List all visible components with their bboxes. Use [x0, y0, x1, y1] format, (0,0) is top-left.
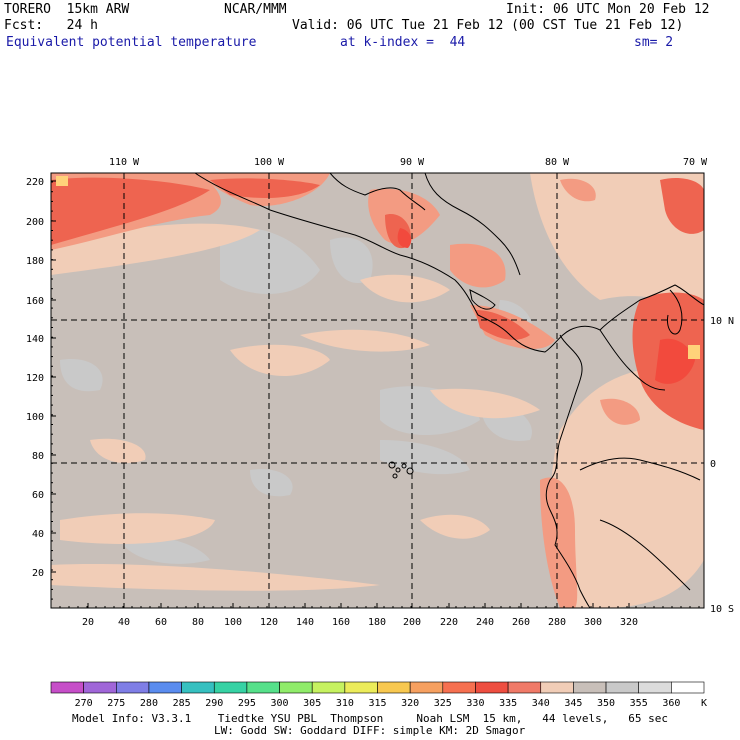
colorbar-swatch [377, 681, 411, 694]
field-name: Equivalent potential temperature [6, 35, 257, 50]
longitude-label: 70 W [683, 157, 708, 168]
valid-time: Valid: 06 UTC Tue 21 Feb 12 (00 CST Tue … [292, 18, 684, 33]
x-tick-label: 280 [548, 617, 566, 628]
hot-patches-dark [397, 228, 695, 384]
colorbar-swatch [116, 681, 150, 694]
colorbar-label: 345 [564, 698, 582, 709]
colorbar-swatch [344, 681, 378, 694]
colorbar-label: 275 [107, 698, 125, 709]
x-tick-label: 100 [224, 617, 242, 628]
x-tick-label: 60 [155, 617, 167, 628]
colorbar-label: 335 [499, 698, 517, 709]
longitude-label: 80 W [545, 157, 570, 168]
level-info: at k-index = 44 [340, 35, 466, 50]
x-tick-label: 320 [620, 617, 638, 628]
colorbar-swatch [507, 681, 542, 694]
model-info: Model Info: V3.3.1 Tiedtke YSU PBL Thomp… [72, 712, 669, 725]
colorbar-label: 310 [336, 698, 354, 709]
colorbar-label: 300 [271, 698, 289, 709]
x-tick-label: 80 [192, 617, 204, 628]
smoothing-info: sm= 2 [634, 35, 674, 50]
forecast-hour: Fcst: 24 h [4, 18, 98, 33]
y-tick-label: 60 [32, 490, 44, 501]
x-tick-label: 160 [332, 617, 350, 628]
colorbar-swatch [213, 681, 248, 694]
colorbar-swatch [638, 681, 672, 694]
colorbar-label: 340 [532, 698, 550, 709]
colorbar-label: 270 [75, 698, 93, 709]
colorbar-swatch [181, 681, 215, 694]
hot-spot-east [688, 345, 700, 359]
longitude-label: 110 W [109, 157, 140, 168]
longitude-label: 90 W [400, 157, 425, 168]
colorbar-label: 295 [238, 698, 256, 709]
colorbar-label: 355 [630, 698, 648, 709]
colorbar-label: 280 [140, 698, 158, 709]
colorbar-label: 290 [205, 698, 223, 709]
colorbar-swatch [83, 681, 117, 694]
x-tick-label: 300 [584, 617, 602, 628]
colorbar-label: 305 [303, 698, 321, 709]
y-tick-label: 40 [32, 529, 44, 540]
coastlines [194, 173, 704, 608]
model-name: TORERO 15km ARW [4, 2, 130, 17]
axis-labels: 20 40 60 80 100 120 140 160 180 200 220 240 260 280 30… [26, 157, 734, 628]
axis-ticks [51, 180, 700, 608]
x-tick-label: 120 [260, 617, 278, 628]
y-tick-label: 140 [26, 334, 44, 345]
y-tick-label: 160 [26, 296, 44, 307]
field-shading [51, 173, 704, 608]
colorbar-unit: K [701, 698, 707, 709]
colorbar-label: 330 [466, 698, 484, 709]
y-tick-label: 80 [32, 451, 44, 462]
colorbar-label: 315 [368, 698, 386, 709]
colorbar-label: 325 [434, 698, 452, 709]
colorbar-swatch [573, 681, 607, 694]
y-tick-label: 120 [26, 373, 44, 384]
center-name: NCAR/MMM [224, 2, 287, 17]
colorbar-label: 350 [597, 698, 615, 709]
colorbar: 270 275 280 285 290 295 300 305 310 315 320 325 330 3… [50, 681, 707, 709]
colorbar-swatch [671, 681, 705, 694]
colorbar-swatch [279, 681, 313, 694]
x-tick-label: 260 [512, 617, 530, 628]
longitude-label: 100 W [254, 157, 285, 168]
colorbar-label: 285 [173, 698, 191, 709]
hot-spot-nw [56, 176, 68, 186]
x-tick-label: 40 [118, 617, 130, 628]
colorbar-label: 360 [662, 698, 680, 709]
latitude-label: 10 S [710, 604, 734, 615]
x-tick-label: 180 [368, 617, 386, 628]
y-tick-label: 200 [26, 217, 44, 228]
colorbar-swatch [442, 681, 476, 694]
colorbar-swatch [148, 681, 182, 694]
x-tick-label: 200 [403, 617, 421, 628]
galapagos-islands [388, 461, 414, 479]
x-tick-label: 140 [296, 617, 314, 628]
x-tick-label: 240 [476, 617, 494, 628]
y-tick-label: 220 [26, 177, 44, 188]
latitude-label: 10 N [710, 316, 734, 327]
graticule [51, 173, 704, 608]
colorbar-swatch [540, 681, 574, 694]
colorbar-label: 320 [401, 698, 419, 709]
x-tick-label: 220 [440, 617, 458, 628]
colorbar-swatch [475, 681, 509, 694]
colorbar-swatch [409, 681, 444, 694]
colorbar-swatch [605, 681, 639, 694]
latitude-label: 0 [710, 459, 716, 470]
colorbar-swatch [50, 681, 84, 694]
y-tick-label: 180 [26, 256, 44, 267]
y-tick-label: 100 [26, 412, 44, 423]
colorbar-swatch [246, 681, 280, 694]
x-tick-label: 20 [82, 617, 94, 628]
init-time: Init: 06 UTC Mon 20 Feb 12 [506, 2, 710, 17]
colorbar-swatch [311, 681, 346, 694]
y-tick-label: 20 [32, 568, 44, 579]
physics-info: LW: Godd SW: Goddard DIFF: simple KM: 2D… [214, 724, 526, 737]
